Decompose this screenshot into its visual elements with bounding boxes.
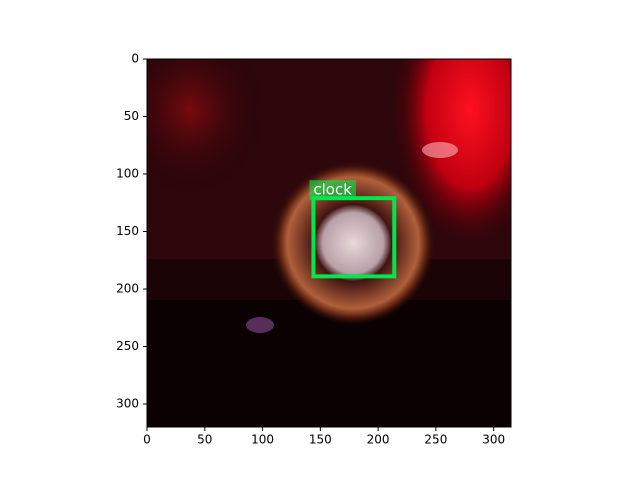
axes-frame — [146, 58, 512, 428]
image — [147, 59, 511, 427]
box-label: clock — [313, 181, 352, 199]
x-tick-label: 250 — [424, 433, 447, 447]
x-tick-label: 0 — [143, 433, 151, 447]
x-tick-label: 150 — [309, 433, 332, 447]
y-tick-label: 100 — [116, 167, 139, 181]
x-tick-label: 300 — [482, 433, 505, 447]
y-tick-label: 0 — [131, 52, 139, 66]
y-tick-label: 50 — [124, 109, 139, 123]
x-tick-label: 200 — [367, 433, 390, 447]
y-tick-label: 250 — [116, 339, 139, 353]
y-tick-label: 300 — [116, 397, 139, 411]
y-tick-label: 150 — [116, 224, 139, 238]
y-tick-label: 200 — [116, 282, 139, 296]
label-background — [309, 180, 356, 201]
x-tick-label: 50 — [197, 433, 212, 447]
x-tick-label: 100 — [251, 433, 274, 447]
